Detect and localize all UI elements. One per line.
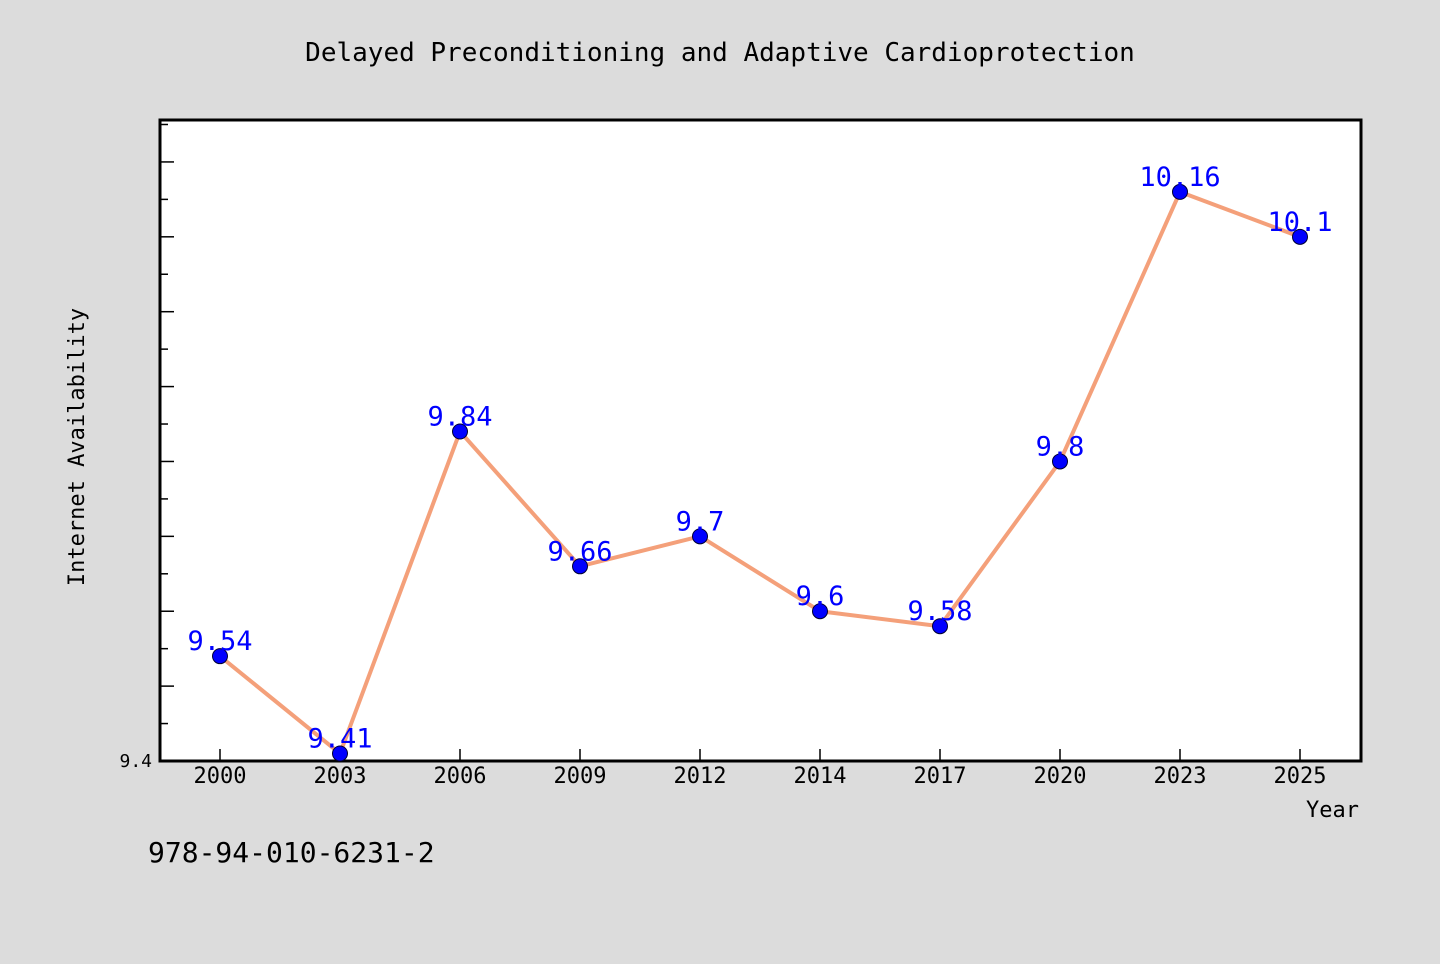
- x-tick-label: 2000: [194, 764, 247, 789]
- data-label: 9.41: [307, 724, 372, 755]
- y-axis-ticks: 9.4: [119, 123, 174, 772]
- x-tick-label: 2020: [1034, 764, 1087, 789]
- x-tick-label: 2009: [554, 764, 607, 789]
- data-label: 9.6: [796, 581, 845, 612]
- x-tick-label: 2003: [314, 764, 367, 789]
- data-point: [452, 423, 468, 440]
- data-label: 9.54: [187, 626, 252, 657]
- data-label: 9.58: [907, 596, 972, 627]
- data-point: [1292, 228, 1308, 245]
- data-point: [812, 603, 828, 620]
- x-axis-ticks: 2000 2003 2006 2009 2012 2014 2017 2020 2023 2025: [194, 749, 1327, 789]
- data-label: 9.66: [547, 536, 612, 567]
- x-tick-label: 2014: [794, 764, 847, 789]
- x-tick-label: 2025: [1274, 764, 1327, 789]
- x-tick-label: 2023: [1154, 764, 1207, 789]
- series-layer: 9.54 9.41 9.84 9.66 9.7 9.6 9.58 9.8 10.16 10.1: [187, 162, 1333, 762]
- x-tick-label: 2012: [674, 764, 727, 789]
- data-label: 9.8: [1036, 431, 1085, 462]
- y-axis-label: Internet Availability: [65, 308, 90, 586]
- data-label: 9.7: [676, 506, 725, 537]
- data-point: [572, 558, 588, 575]
- plot-area: [158, 118, 1363, 763]
- data-point: [332, 745, 348, 762]
- y-tick-label: 9.4: [119, 751, 152, 772]
- data-point: [1052, 453, 1068, 470]
- chart-title: Delayed Preconditioning and Adaptive Car…: [305, 38, 1135, 68]
- data-point: [1172, 183, 1188, 200]
- x-tick-label: 2017: [914, 764, 967, 789]
- data-point: [692, 528, 708, 545]
- x-tick-label: 2006: [434, 764, 487, 789]
- data-point: [932, 618, 948, 635]
- x-axis-label: Year: [1306, 798, 1359, 823]
- data-label: 9.84: [427, 402, 492, 433]
- data-label: 10.1: [1267, 207, 1332, 238]
- data-point: [212, 648, 228, 665]
- series-line: [218, 189, 1301, 756]
- isbn-text: 978-94-010-6231-2: [148, 836, 435, 869]
- data-label: 10.16: [1139, 162, 1220, 193]
